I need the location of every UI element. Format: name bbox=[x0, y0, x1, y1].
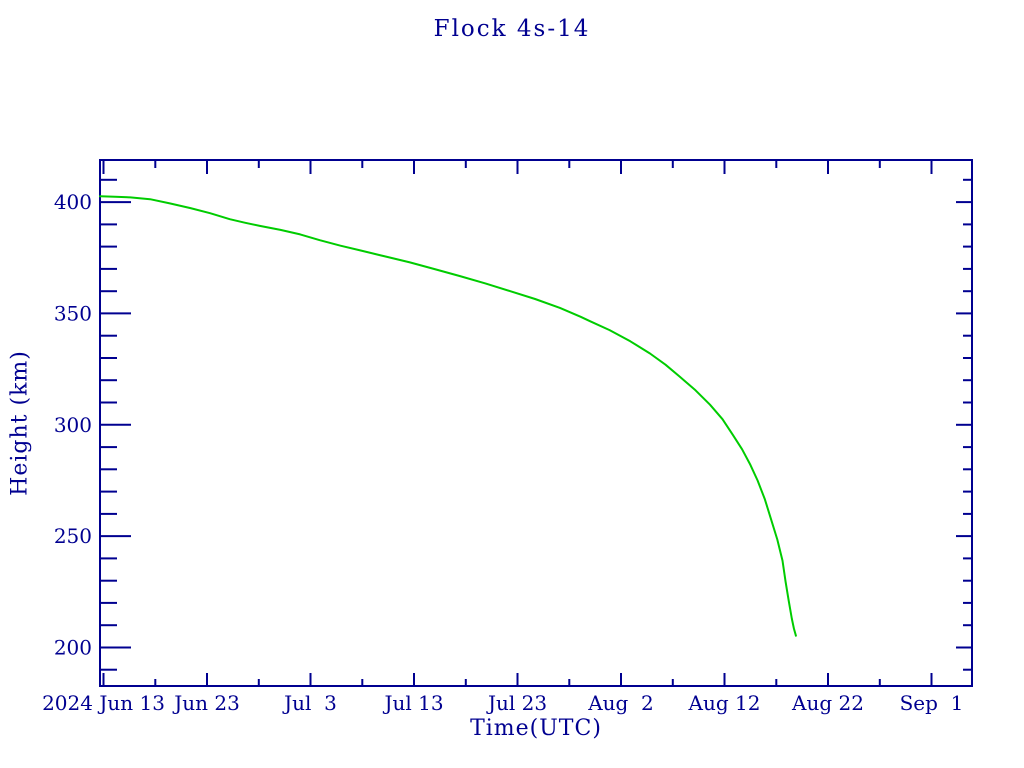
x-tick-label: Aug 2 bbox=[587, 691, 654, 715]
x-tick-label: Aug 12 bbox=[688, 691, 761, 715]
x-tick-label: Jul 3 bbox=[282, 691, 337, 715]
chart-title: Flock 4s-14 bbox=[433, 16, 591, 42]
y-axis-title: Height (km) bbox=[7, 350, 33, 496]
x-tick-label: 2024 Jun 13 bbox=[42, 691, 165, 715]
x-axis-title: Time(UTC) bbox=[470, 716, 602, 741]
y-tick-label: 200 bbox=[54, 636, 92, 660]
plot-frame bbox=[99, 159, 973, 687]
y-tick-label: 400 bbox=[54, 190, 92, 214]
x-tick-label: Jul 13 bbox=[382, 691, 443, 715]
x-tick-label: Jun 23 bbox=[172, 691, 240, 715]
x-tick-label: Aug 22 bbox=[791, 691, 864, 715]
x-tick-label: Sep 1 bbox=[900, 691, 964, 715]
x-tick-label: Jul 23 bbox=[486, 691, 547, 715]
y-tick-label: 350 bbox=[54, 301, 92, 325]
y-tick-label: 300 bbox=[54, 413, 92, 437]
decay-curve bbox=[99, 195, 797, 637]
y-tick-label: 250 bbox=[54, 524, 92, 548]
